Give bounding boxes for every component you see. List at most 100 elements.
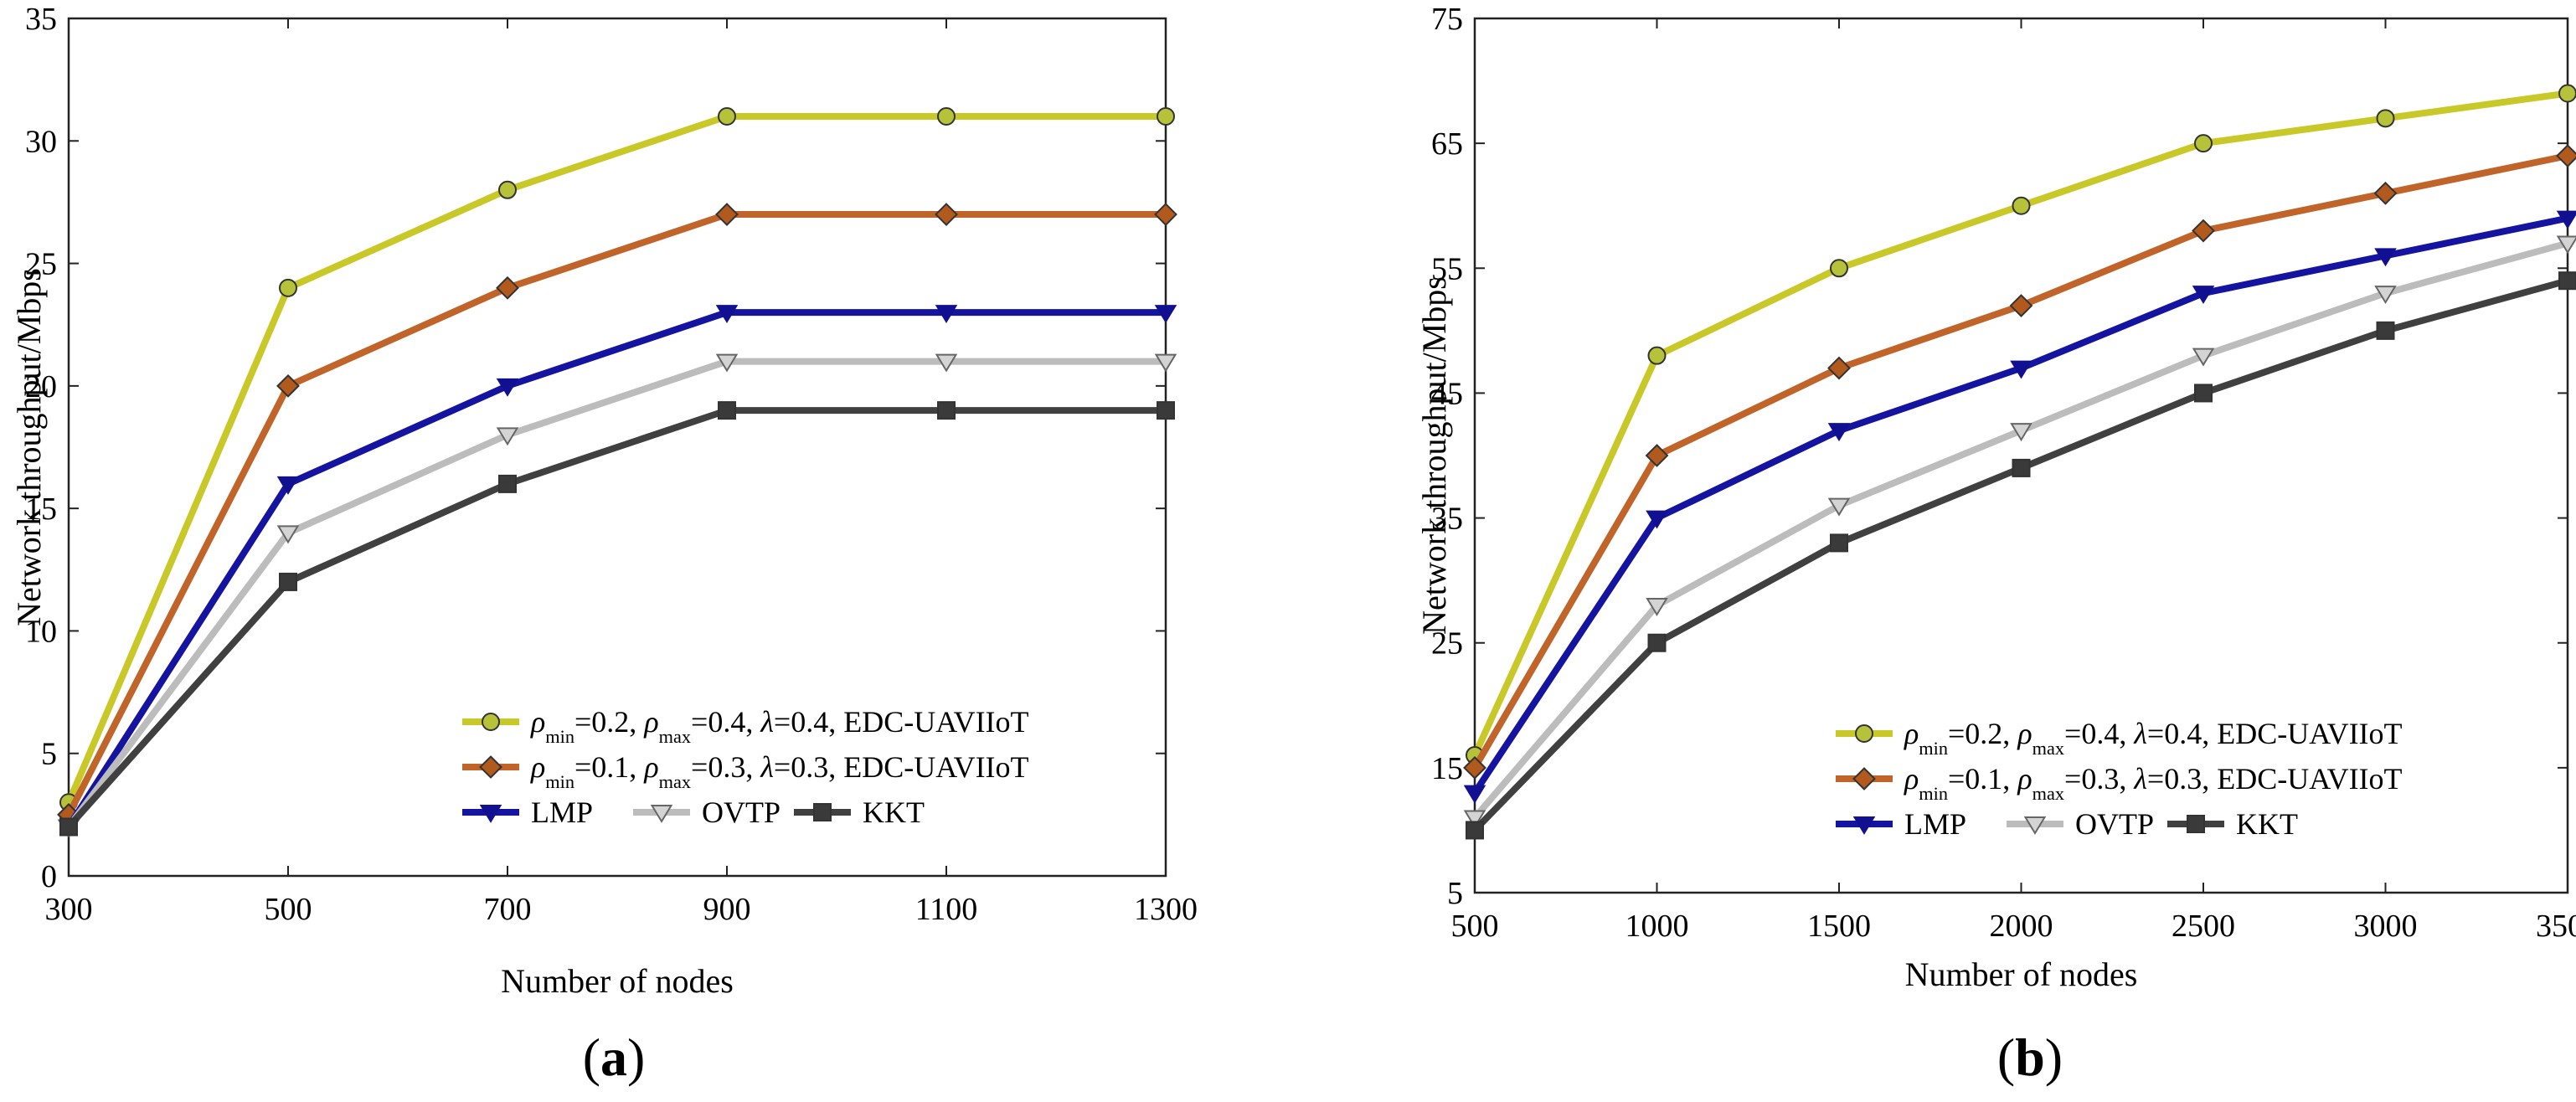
series-line: [65, 113, 1166, 804]
legend-marker: [813, 803, 832, 821]
x-tick-label: 500: [265, 892, 312, 927]
data-point: [2373, 181, 2398, 205]
data-point: [1463, 785, 1486, 804]
series--min-max-edc-uaviiot: [57, 203, 1177, 826]
y-tick-label: 35: [25, 2, 57, 37]
legend-label: KKT: [863, 796, 925, 829]
data-point: [1830, 259, 1848, 278]
data-point: [937, 401, 956, 420]
data-point: [2558, 84, 2576, 103]
y-tick-label: 5: [41, 737, 57, 772]
data-point: [1827, 423, 1851, 442]
x-tick-label: 1300: [1134, 892, 1198, 927]
data-point: [2192, 348, 2215, 367]
data-point: [2194, 134, 2213, 153]
data-point: [498, 180, 517, 199]
x-tick-label: 3500: [2536, 909, 2576, 944]
legend: ρmin=0.2, ρmax=0.4, λ=0.4, EDC-UAVIIoTρm…: [1836, 717, 2403, 841]
data-point: [718, 107, 736, 126]
data-point: [1157, 107, 1175, 126]
data-point: [2010, 360, 2032, 379]
series-kkt: [1466, 271, 2576, 840]
data-point: [276, 525, 300, 544]
y-tick-label: 20: [25, 369, 57, 404]
series-line: [65, 309, 1166, 829]
x-tick-label: 3000: [2354, 909, 2418, 944]
series--min-max-edc-uaviiot: [59, 107, 1175, 812]
data-point: [2376, 321, 2395, 340]
data-point: [1647, 346, 1667, 365]
data-point: [1154, 353, 1177, 373]
data-point: [276, 476, 300, 495]
data-point: [2194, 384, 2213, 403]
data-point: [276, 373, 300, 398]
y-tick-label: 10: [25, 614, 57, 649]
y-tick-label: 35: [1431, 502, 1463, 537]
series--min-max-edc-uaviiot: [1463, 144, 2576, 780]
data-point: [1830, 533, 1848, 553]
data-point: [718, 401, 736, 420]
legend-label: ρmin=0.2, ρmax=0.4, λ=0.4, EDC-UAVIIoT: [530, 705, 1029, 747]
data-point: [2010, 423, 2032, 442]
chart-panel-a: 300 500 700 900 1100 1300 0 5 10 15 20 25 30 35 Number…: [10, 2, 1198, 1087]
data-point: [1154, 203, 1177, 226]
data-point: [1646, 510, 1668, 529]
data-point: [59, 817, 78, 837]
y-axis-label: Network throughput/Mbps: [1415, 276, 1453, 635]
y-tick-label: 25: [1431, 626, 1463, 662]
series-lmp: [1463, 210, 2576, 804]
legend-label: KKT: [2236, 807, 2298, 841]
legend-marker: [1855, 724, 1873, 743]
data-point: [2556, 144, 2576, 167]
series-line: [65, 211, 1166, 816]
y-axis-label: Network throughput/Mbps: [10, 268, 48, 626]
data-point: [279, 278, 297, 297]
data-point: [1463, 810, 1486, 829]
y-tick-label: 65: [1431, 126, 1463, 162]
data-point: [2192, 286, 2215, 305]
legend-marker: [479, 805, 502, 823]
x-tick-label: 300: [45, 892, 93, 927]
legend-label: LMP: [1904, 807, 1966, 841]
legend-label: ρmin=0.1, ρmax=0.3, λ=0.3, EDC-UAVIIoT: [1904, 762, 2403, 804]
legend-marker: [479, 755, 502, 779]
y-tick-label: 15: [1431, 751, 1463, 786]
data-point: [2376, 109, 2395, 128]
legend-label: ρmin=0.2, ρmax=0.4, λ=0.4, EDC-UAVIIoT: [1904, 717, 2403, 759]
data-point: [1646, 597, 1668, 616]
x-tick-label: 2000: [1990, 909, 2053, 944]
y-tick-label: 55: [1431, 251, 1463, 286]
legend-marker: [2187, 815, 2205, 833]
data-point: [2556, 235, 2576, 255]
data-point: [1645, 444, 1669, 467]
data-point: [715, 353, 739, 373]
data-point: [2374, 286, 2397, 305]
chart-panel-b: 500 1000 1500 2000 2500 3000 3500 5 15 25 35 45 55 65…: [1415, 2, 2576, 1087]
data-point: [2374, 248, 2397, 267]
data-point: [1466, 821, 1484, 840]
x-axis-label: Number of nodes: [1905, 955, 2138, 993]
data-point: [496, 427, 519, 446]
data-point: [1157, 401, 1175, 420]
y-tick-label: 15: [25, 492, 57, 527]
data-point: [1647, 633, 1667, 652]
legend-label: OVTP: [702, 796, 781, 829]
x-tick-label: 2500: [2172, 909, 2235, 944]
legend-marker: [650, 805, 673, 823]
x-tick-label: 500: [1451, 909, 1499, 944]
data-point: [2012, 196, 2031, 215]
data-point: [2012, 458, 2031, 477]
series-kkt: [59, 401, 1175, 837]
legend-label: ρmin=0.1, ρmax=0.3, λ=0.3, EDC-UAVIIoT: [530, 750, 1029, 792]
y-tick-label: 0: [41, 859, 57, 894]
data-point: [935, 305, 958, 324]
legend-marker: [1852, 816, 1876, 835]
series-line: [66, 407, 1166, 830]
data-point: [2009, 294, 2033, 317]
data-point: [715, 203, 739, 226]
y-tick-label: 75: [1431, 2, 1463, 37]
legend-label: OVTP: [2075, 807, 2154, 841]
data-point: [2558, 271, 2576, 291]
plot-area-frame: [67, 17, 1167, 878]
y-tick-label: 45: [1431, 376, 1463, 411]
